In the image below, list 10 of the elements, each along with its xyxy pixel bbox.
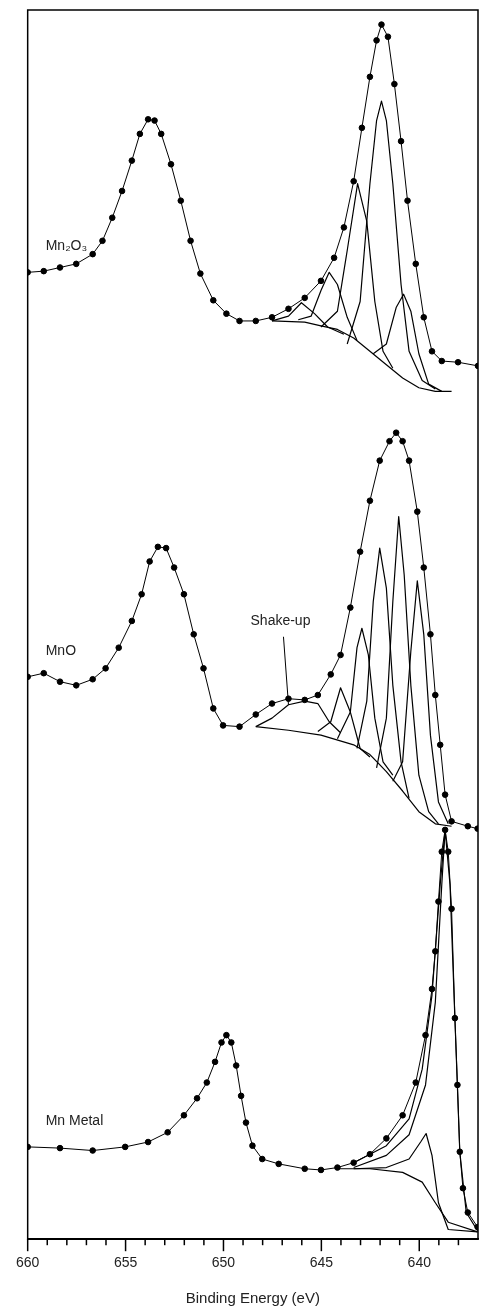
x-tick-label: 660 (16, 1254, 40, 1271)
series-label: Mn₂O₃ (45, 237, 88, 254)
series-label: Mn Metal (45, 1111, 104, 1128)
x-tick-label: 640 (407, 1254, 432, 1271)
x-tick-label: 650 (211, 1254, 236, 1271)
x-tick-label: 645 (309, 1254, 334, 1271)
x-tick-label: 655 (113, 1254, 138, 1271)
x-axis-title: Binding Energy (eV) (185, 1289, 320, 1307)
series-label: MnO (45, 641, 77, 658)
annotation: Shake-up (250, 611, 311, 628)
